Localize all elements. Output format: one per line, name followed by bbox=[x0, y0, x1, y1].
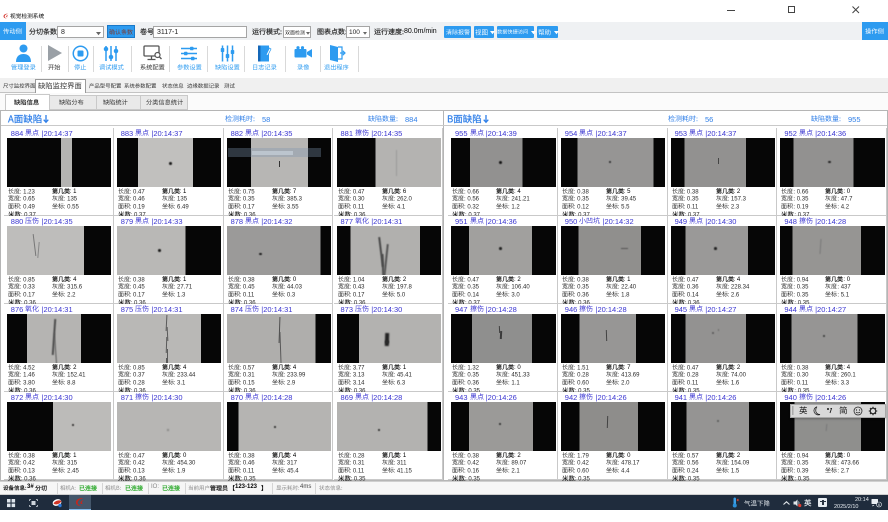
svg-text:6: 6 bbox=[878, 503, 880, 507]
